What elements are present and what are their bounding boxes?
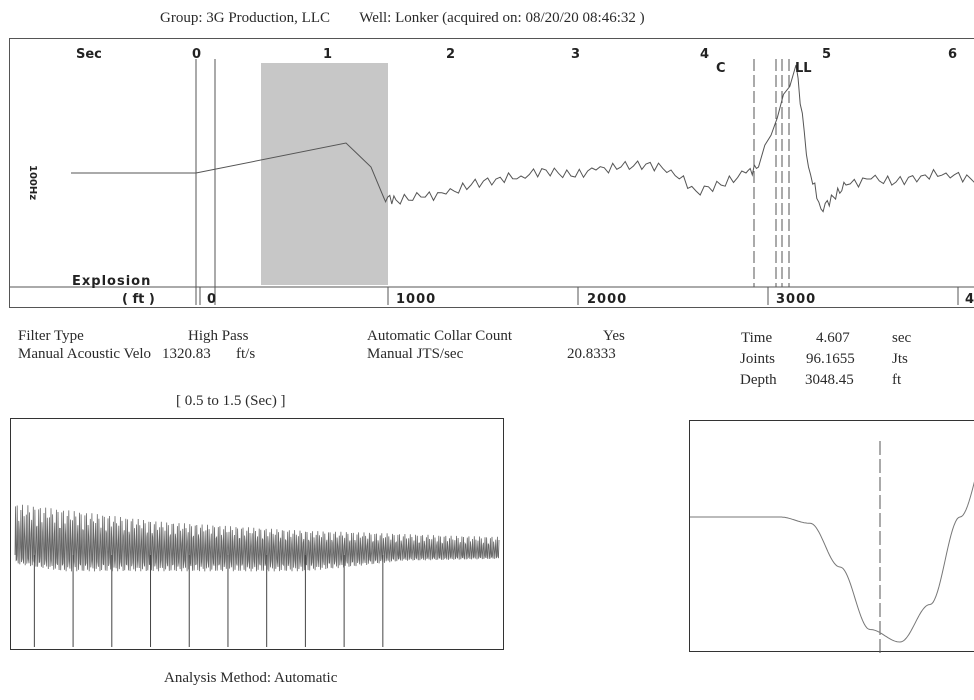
header: Group: 3G Production, LLC Well: Lonker (… <box>160 10 645 27</box>
filter-type-value: High Pass <box>188 328 249 344</box>
window-range-label: [ 0.5 to 1.5 (Sec) ] <box>176 393 286 409</box>
joints-unit: Jts <box>892 351 908 367</box>
pulse-plot-svg <box>690 441 974 653</box>
marker-c-label: C <box>716 61 726 76</box>
time-tick-2: 2 <box>446 47 456 62</box>
joints-value: 96.1655 <box>806 351 855 367</box>
depth-tick-label-2000: 2000 <box>587 292 628 307</box>
time-tick-6: 6 <box>948 47 958 62</box>
collar-count-label: Automatic Collar Count <box>367 328 512 344</box>
time-tick-1: 1 <box>323 47 333 62</box>
acoustic-trace <box>71 64 974 213</box>
main-plot-svg <box>10 59 974 305</box>
joints-label: Joints <box>740 351 776 367</box>
time-tick-4: 4 <box>700 47 710 62</box>
time-unit: sec <box>892 330 912 346</box>
method-value: Automatic <box>274 670 338 686</box>
filter-freq-label: 100Hz <box>27 165 38 201</box>
time-tick-0: 0 <box>192 47 202 62</box>
main-plot-frame: Sec 0 1 2 3 4 5 6 C LL 100Hz Explosion (… <box>9 38 974 308</box>
collar-count-value: Yes <box>603 328 625 344</box>
collar-signal <box>14 504 500 572</box>
group-label: Group: <box>160 10 203 26</box>
depth-tick-label-3000: 3000 <box>776 292 817 307</box>
jts-label: Manual JTS/sec <box>367 346 464 362</box>
pulse-trace <box>690 481 974 643</box>
footer: Analysis Method: Automatic <box>164 670 337 687</box>
time-value: 4.607 <box>816 330 850 346</box>
group-value: 3G Production, LLC <box>206 10 330 26</box>
depth-axis-label: ( ft ) <box>122 292 155 307</box>
pulse-plot-frame <box>689 420 974 653</box>
explosion-label: Explosion <box>72 274 152 289</box>
depth-value: 3048.45 <box>805 372 854 388</box>
marker-ll-label: LL <box>795 61 812 76</box>
depth-tick-label-1000: 1000 <box>396 292 437 307</box>
well-value: Lonker (acquired on: 08/20/20 08:46:32 ) <box>395 10 645 26</box>
collar-trace <box>14 504 500 647</box>
depth-tick-label-0: 0 <box>207 292 217 307</box>
velocity-label: Manual Acoustic Velo <box>18 346 152 362</box>
depth-tick-label-4: 4 <box>965 292 974 307</box>
velocity-unit: ft/s <box>236 346 256 362</box>
depth-unit: ft <box>892 372 902 388</box>
method-label: Analysis Method: <box>164 670 272 686</box>
collar-plot-frame <box>10 418 504 650</box>
velocity-value: 1320.83 <box>162 346 211 362</box>
filter-type-label: Filter Type <box>18 328 84 344</box>
well-label: Well: <box>359 10 392 26</box>
time-label: Time <box>741 330 773 346</box>
time-tick-5: 5 <box>822 47 832 62</box>
time-axis-label: Sec <box>76 47 102 62</box>
depth-label: Depth <box>740 372 777 388</box>
collar-plot-svg <box>14 504 500 647</box>
jts-value: 20.8333 <box>567 346 616 362</box>
analysis-window-shade <box>261 63 388 285</box>
time-tick-3: 3 <box>571 47 581 62</box>
